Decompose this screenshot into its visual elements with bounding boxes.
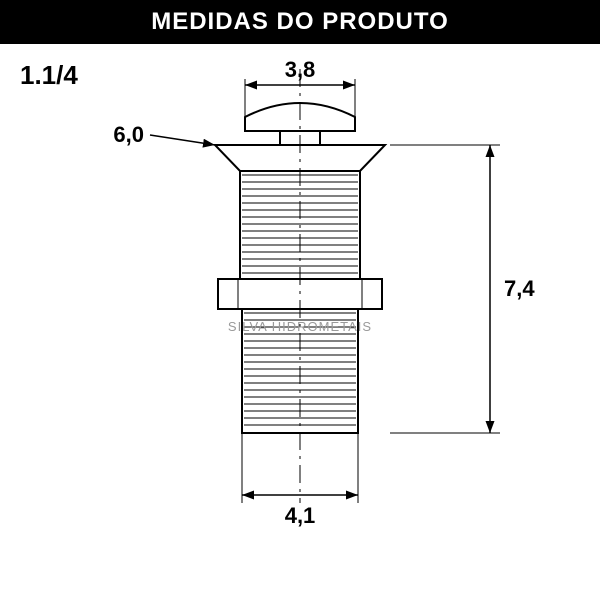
product-figure: SILVA HIDROMETAIS 3,8 6,0 7,4 4,1 — [0, 55, 600, 600]
svg-text:SILVA HIDROMETAIS: SILVA HIDROMETAIS — [228, 319, 372, 334]
svg-text:6,0: 6,0 — [113, 122, 144, 147]
header-bar: MEDIDAS DO PRODUTO — [0, 0, 600, 44]
header-title: MEDIDAS DO PRODUTO — [151, 8, 449, 35]
svg-text:7,4: 7,4 — [504, 276, 535, 301]
svg-text:3,8: 3,8 — [285, 57, 316, 82]
technical-drawing: SILVA HIDROMETAIS 3,8 6,0 7,4 4,1 — [0, 55, 600, 600]
svg-text:4,1: 4,1 — [285, 503, 316, 528]
